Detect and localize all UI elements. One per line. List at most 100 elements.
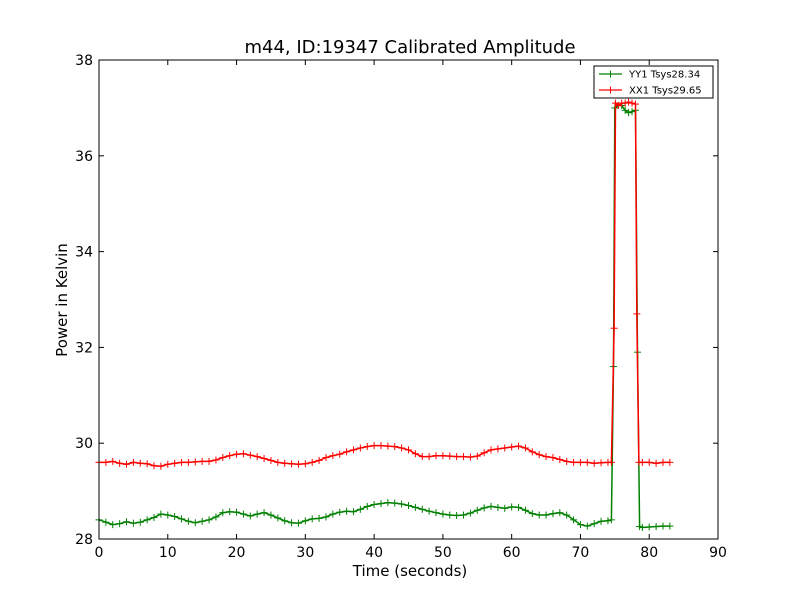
data-point-marker (466, 453, 474, 461)
data-point-marker (363, 443, 371, 451)
data-point-marker (150, 513, 158, 521)
data-point-marker (570, 516, 578, 524)
data-point-marker (621, 99, 629, 107)
data-point-marker (563, 457, 571, 465)
data-point-marker (315, 514, 323, 522)
data-point-marker (528, 510, 536, 518)
data-point-marker (494, 445, 502, 453)
data-point-marker (212, 513, 220, 521)
data-point-marker (274, 458, 282, 466)
data-point-marker (460, 453, 468, 461)
data-point-marker (363, 502, 371, 510)
data-point-marker (315, 456, 323, 464)
data-point-marker (391, 499, 399, 507)
data-point-marker (102, 458, 110, 466)
legend-entry: XX1 Tsys29.65 (599, 86, 702, 97)
data-point-marker (398, 500, 406, 508)
data-point-marker (473, 506, 481, 514)
y-tick-label: 36 (75, 149, 93, 165)
data-point-marker (652, 523, 660, 531)
data-point-marker (494, 503, 502, 511)
x-tick-label: 40 (365, 545, 383, 561)
tick-layer: 0 10 20 30 40 50 60 70 80 90 28 30 32 34 36 38 (75, 53, 727, 561)
data-point-marker (205, 457, 213, 465)
data-point-marker (171, 459, 179, 467)
data-point-marker (233, 508, 241, 516)
data-point-marker (246, 512, 254, 520)
plot-frame (98, 59, 719, 540)
x-tick-label: 0 (95, 545, 104, 561)
data-point-marker (226, 508, 234, 516)
data-point-marker (109, 521, 117, 529)
data-point-marker (164, 511, 172, 519)
data-point-marker (398, 444, 406, 452)
data-point-marker (260, 509, 268, 517)
data-point-marker (294, 519, 302, 527)
data-point-marker (508, 443, 516, 451)
x-tick-label: 20 (228, 545, 246, 561)
series-2 (95, 98, 674, 470)
data-point-marker (171, 512, 179, 520)
data-point-marker (638, 524, 646, 532)
data-point-marker (473, 452, 481, 460)
data-point-marker (628, 108, 636, 116)
data-point-marker (308, 515, 316, 523)
data-point-marker (178, 458, 186, 466)
data-point-marker (329, 452, 337, 460)
data-point-marker (212, 456, 220, 464)
data-point-marker (625, 98, 633, 106)
y-tick-label: 34 (75, 245, 93, 261)
data-point-marker (356, 505, 364, 513)
data-point-marker (638, 458, 646, 466)
data-point-marker (239, 510, 247, 518)
data-point-marker (198, 457, 206, 465)
data-point-marker (604, 517, 612, 525)
data-point-marker (157, 510, 165, 518)
series-layer (95, 98, 674, 532)
data-point-marker (322, 454, 330, 462)
data-point-marker (219, 454, 227, 462)
data-point-marker (336, 450, 344, 458)
data-point-marker (597, 459, 605, 467)
data-point-marker (184, 517, 192, 525)
data-point-marker (178, 515, 186, 523)
data-point-marker (411, 450, 419, 458)
data-point-marker (501, 504, 509, 512)
data-point-marker (116, 459, 124, 467)
plot-area (99, 60, 718, 539)
data-point-marker (590, 459, 598, 467)
data-point-marker (480, 449, 488, 457)
data-point-marker (191, 458, 199, 466)
data-point-marker (556, 455, 564, 463)
data-point-marker (294, 460, 302, 468)
data-point-marker (521, 506, 529, 514)
data-point-marker (439, 510, 447, 518)
y-tick-label: 30 (75, 436, 93, 452)
x-tick-label: 50 (434, 545, 452, 561)
data-point-marker (384, 442, 392, 450)
data-point-marker (301, 517, 309, 525)
data-point-marker (425, 507, 433, 515)
data-point-marker (260, 455, 268, 463)
data-point-marker (184, 458, 192, 466)
legend-label: YY1 Tsys28.34 (628, 70, 700, 81)
data-point-marker (576, 521, 584, 529)
data-point-marker (150, 462, 158, 470)
y-tick-label: 28 (75, 532, 93, 548)
data-point-marker (233, 450, 241, 458)
data-point-marker (607, 516, 615, 524)
x-axis-label: Time (seconds) (352, 562, 468, 580)
data-point-marker (466, 509, 474, 517)
data-point-marker (391, 443, 399, 451)
data-point-marker (645, 458, 653, 466)
data-point-marker (274, 514, 282, 522)
legend-label: XX1 Tsys29.65 (629, 86, 702, 97)
x-tick-label: 70 (572, 545, 590, 561)
data-point-marker (659, 522, 667, 530)
data-point-marker (123, 460, 131, 468)
data-point-marker (432, 452, 440, 460)
data-point-marker (535, 511, 543, 519)
data-point-marker (418, 505, 426, 513)
data-point-marker (446, 452, 454, 460)
data-point-marker (405, 446, 412, 454)
